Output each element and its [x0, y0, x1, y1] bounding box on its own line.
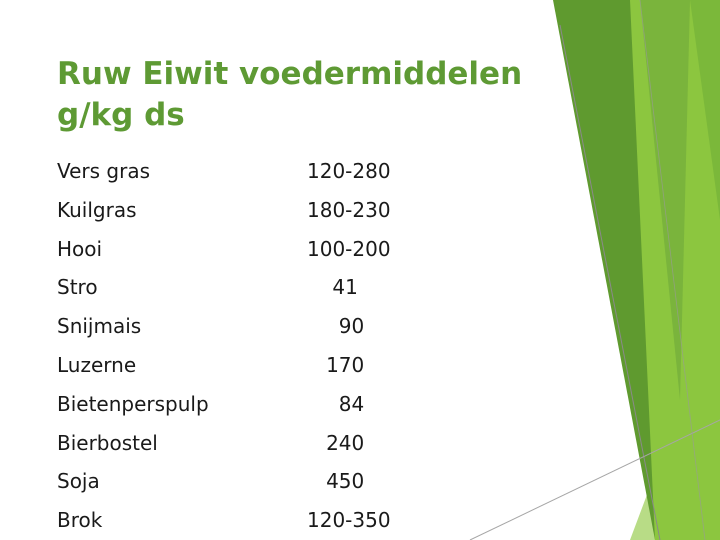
list-item: Bietenperspulp 84	[57, 385, 477, 424]
protein-value: 450	[307, 469, 365, 494]
feed-name: Kuilgras	[57, 197, 137, 222]
feed-name: Luzerne	[57, 352, 137, 377]
feed-name: Soja	[57, 469, 100, 494]
feed-name: Brok	[57, 508, 103, 533]
protein-value: 170	[307, 352, 365, 377]
protein-value: 240	[307, 430, 365, 455]
protein-value: 84	[307, 391, 365, 416]
list-item: Soja 450	[57, 462, 477, 501]
feed-name: Stro	[57, 275, 98, 300]
decor-line-1	[559, 24, 661, 540]
feed-name: Vers gras	[57, 159, 151, 183]
list-item: Hooi 100-200	[57, 230, 477, 269]
protein-value: 180-230	[307, 197, 391, 222]
decor-line-3	[639, 0, 706, 540]
protein-value: 100-200	[307, 236, 391, 261]
feed-name: Hooi	[57, 236, 103, 261]
protein-value: 41	[307, 275, 358, 300]
slide-title-line-2: g/kg ds	[57, 97, 185, 133]
feed-name: Snijmais	[57, 314, 142, 339]
list-item: Vers gras 120-280	[57, 152, 477, 191]
list-item: Brok 120-350	[57, 501, 477, 540]
list-item: Stro 41	[57, 268, 477, 307]
decor-shape-sliver	[690, 0, 720, 220]
slide-title: Ruw Eiwit voedermiddelen g/kg ds	[57, 54, 537, 136]
list-item: Kuilgras 180-230	[57, 191, 477, 230]
list-item: Luzerne 170	[57, 346, 477, 385]
protein-value: 120-280	[307, 159, 391, 183]
feed-name: Bietenperspulp	[57, 391, 209, 416]
decor-shape-overlay	[640, 0, 690, 400]
list-item: Bierbostel 240	[57, 424, 477, 463]
protein-value: 120-350	[307, 508, 391, 533]
feed-name: Bierbostel	[57, 430, 158, 455]
slide-title-line-1: Ruw Eiwit voedermiddelen	[57, 56, 523, 92]
feed-protein-list: Vers gras 120-280 Kuilgras 180-230 Hooi …	[57, 152, 477, 540]
list-item: Snijmais 90	[57, 307, 477, 346]
decor-line-2	[469, 419, 720, 540]
protein-value: 90	[307, 314, 365, 339]
